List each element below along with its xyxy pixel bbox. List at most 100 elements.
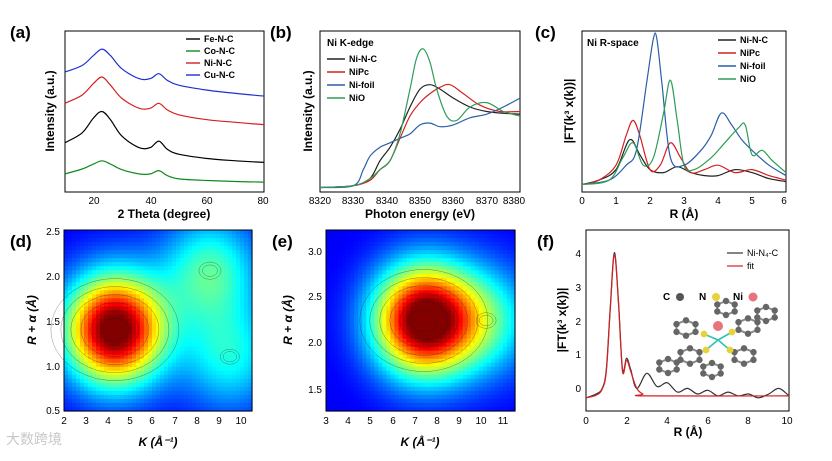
heat-cell-d xyxy=(224,250,229,255)
heat-cell-e xyxy=(402,350,408,356)
heat-cell-d xyxy=(152,342,157,348)
heat-cell-d xyxy=(144,310,149,316)
heat-cell-e xyxy=(446,298,452,303)
heat-cell-e xyxy=(426,322,432,328)
heat-cell-d xyxy=(100,354,105,360)
heat-cell-d xyxy=(96,334,101,340)
heat-cell-e xyxy=(358,270,363,275)
heat-cell-d xyxy=(212,230,217,235)
heat-cell-e xyxy=(438,254,444,259)
heat-cell-e xyxy=(338,278,343,283)
heat-cell-d xyxy=(96,326,101,332)
heat-cell-e xyxy=(378,338,383,344)
heat-cell-e xyxy=(446,270,452,275)
heat-cell-d xyxy=(148,382,153,388)
heat-cell-d xyxy=(204,366,209,372)
heat-cell-e xyxy=(490,338,496,344)
heat-cell-e xyxy=(418,254,424,259)
heat-cell-d xyxy=(216,238,221,243)
heat-cell-e xyxy=(354,322,359,328)
heat-cell-d xyxy=(228,322,233,328)
heat-cell-d xyxy=(152,362,157,368)
heat-cell-e xyxy=(390,274,395,279)
heat-cell-e xyxy=(454,278,460,283)
heat-cell-e xyxy=(382,306,387,312)
heat-cell-e xyxy=(430,282,436,287)
heat-cell-e xyxy=(510,358,516,364)
heat-cell-e xyxy=(502,346,508,352)
heat-cell-e xyxy=(394,250,399,255)
heat-cell-d xyxy=(168,266,173,271)
heat-cell-d xyxy=(188,282,193,287)
heat-cell-e xyxy=(378,402,383,408)
heat-cell-d xyxy=(244,238,249,243)
heat-cell-d xyxy=(176,298,181,303)
heat-cell-e xyxy=(342,382,347,388)
heat-cell-e xyxy=(382,374,387,380)
heat-cell-e xyxy=(326,350,331,356)
x-tick-b-8340: 8340 xyxy=(376,196,399,207)
heat-cell-d xyxy=(244,306,249,312)
heat-cell-e xyxy=(350,326,355,332)
heat-cell-d xyxy=(120,234,125,239)
heat-cell-e xyxy=(386,362,391,368)
heatmap-d xyxy=(50,230,253,412)
heat-cell-e xyxy=(438,366,444,372)
heat-cell-e xyxy=(434,306,440,312)
heat-cell-e xyxy=(342,302,347,308)
molecule-atom-c xyxy=(762,303,770,311)
heat-cell-d xyxy=(232,318,237,324)
heat-cell-e xyxy=(486,230,492,235)
legend-label-f-fit: fit xyxy=(747,261,755,271)
heat-cell-e xyxy=(498,390,504,396)
heat-cell-e xyxy=(442,250,448,255)
heat-cell-e xyxy=(370,302,375,308)
heat-cell-e xyxy=(454,310,460,316)
heat-cell-d xyxy=(100,406,105,412)
heat-cell-d xyxy=(80,242,85,247)
heat-cell-e xyxy=(370,326,375,332)
heat-cell-e xyxy=(462,398,468,404)
heat-cell-e xyxy=(406,270,412,275)
heat-cell-e xyxy=(510,354,516,360)
heat-cell-d xyxy=(208,294,213,299)
heat-cell-e xyxy=(382,298,387,303)
heat-cell-e xyxy=(330,350,335,356)
heat-cell-d xyxy=(108,294,113,299)
heat-cell-e xyxy=(506,270,512,275)
heat-cell-e xyxy=(354,302,359,308)
heat-cell-d xyxy=(148,406,153,412)
heat-cell-d xyxy=(104,362,109,368)
heat-cell-e xyxy=(366,302,371,308)
heat-cell-d xyxy=(132,246,137,251)
heat-cell-e xyxy=(430,298,436,303)
heat-cell-e xyxy=(334,254,339,259)
heat-cell-e xyxy=(474,278,480,283)
heat-cell-d xyxy=(128,374,133,380)
heat-cell-d xyxy=(72,294,77,299)
heat-cell-d xyxy=(200,362,205,368)
heat-cell-e xyxy=(338,406,343,412)
heat-cell-e xyxy=(490,262,496,267)
heat-cell-d xyxy=(224,262,229,267)
heat-cell-e xyxy=(458,358,464,364)
heat-cell-d xyxy=(208,262,213,267)
heat-cell-e xyxy=(462,362,468,368)
molecule-structure xyxy=(656,297,778,381)
heat-cell-e xyxy=(410,386,416,392)
heat-cell-e xyxy=(450,282,456,287)
molecule-atom-c xyxy=(750,356,757,364)
heat-cell-d xyxy=(164,298,169,303)
molecule-atom-n xyxy=(702,346,710,354)
heat-cell-e xyxy=(446,342,452,348)
heat-cell-e xyxy=(502,350,508,356)
heat-cell-d xyxy=(160,238,165,243)
heat-cell-e xyxy=(346,362,351,368)
heat-cell-e xyxy=(454,370,460,376)
heat-cell-d xyxy=(200,330,205,336)
heat-cell-e xyxy=(366,262,371,267)
heat-cell-e xyxy=(434,330,440,336)
heat-cell-e xyxy=(386,334,391,340)
heat-cell-d xyxy=(244,350,249,356)
heat-cell-d xyxy=(228,350,233,356)
